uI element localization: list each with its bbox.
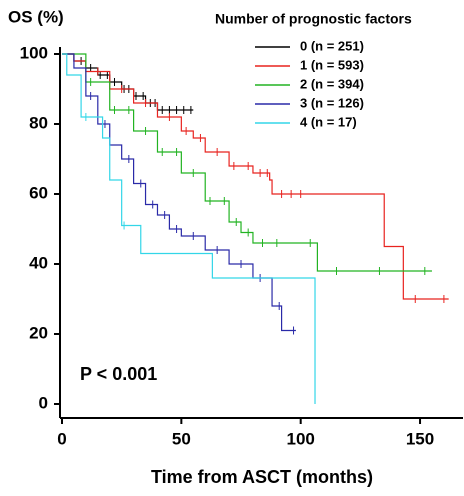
legend-label: 1 (n = 593) xyxy=(300,57,364,72)
x-tick-label: 150 xyxy=(406,429,434,448)
x-tick-label: 0 xyxy=(57,429,66,448)
y-tick-label: 60 xyxy=(29,183,48,202)
legend-label: 4 (n = 17) xyxy=(300,114,357,129)
y-tick-label: 100 xyxy=(20,43,48,62)
x-tick-label: 100 xyxy=(287,429,315,448)
y-tick-label: 20 xyxy=(29,323,48,342)
x-tick-label: 50 xyxy=(172,429,191,448)
survival-curve xyxy=(62,53,296,332)
legend-label: 0 (n = 251) xyxy=(300,38,364,53)
y-tick-label: 80 xyxy=(29,113,48,132)
annotation: P < 0.001 xyxy=(80,364,157,384)
legend-title: Number of prognostic factors xyxy=(215,11,412,27)
x-axis-label: Time from ASCT (months) xyxy=(151,467,373,487)
y-tick-label: 40 xyxy=(29,253,48,272)
y-tick-label: 0 xyxy=(39,393,48,412)
y-axis-label: OS (%) xyxy=(8,7,64,26)
survival-curve xyxy=(62,53,449,300)
survival-curve xyxy=(62,53,432,272)
survival-curve xyxy=(62,53,316,404)
legend-label: 2 (n = 394) xyxy=(300,76,364,91)
legend-label: 3 (n = 126) xyxy=(300,95,364,110)
